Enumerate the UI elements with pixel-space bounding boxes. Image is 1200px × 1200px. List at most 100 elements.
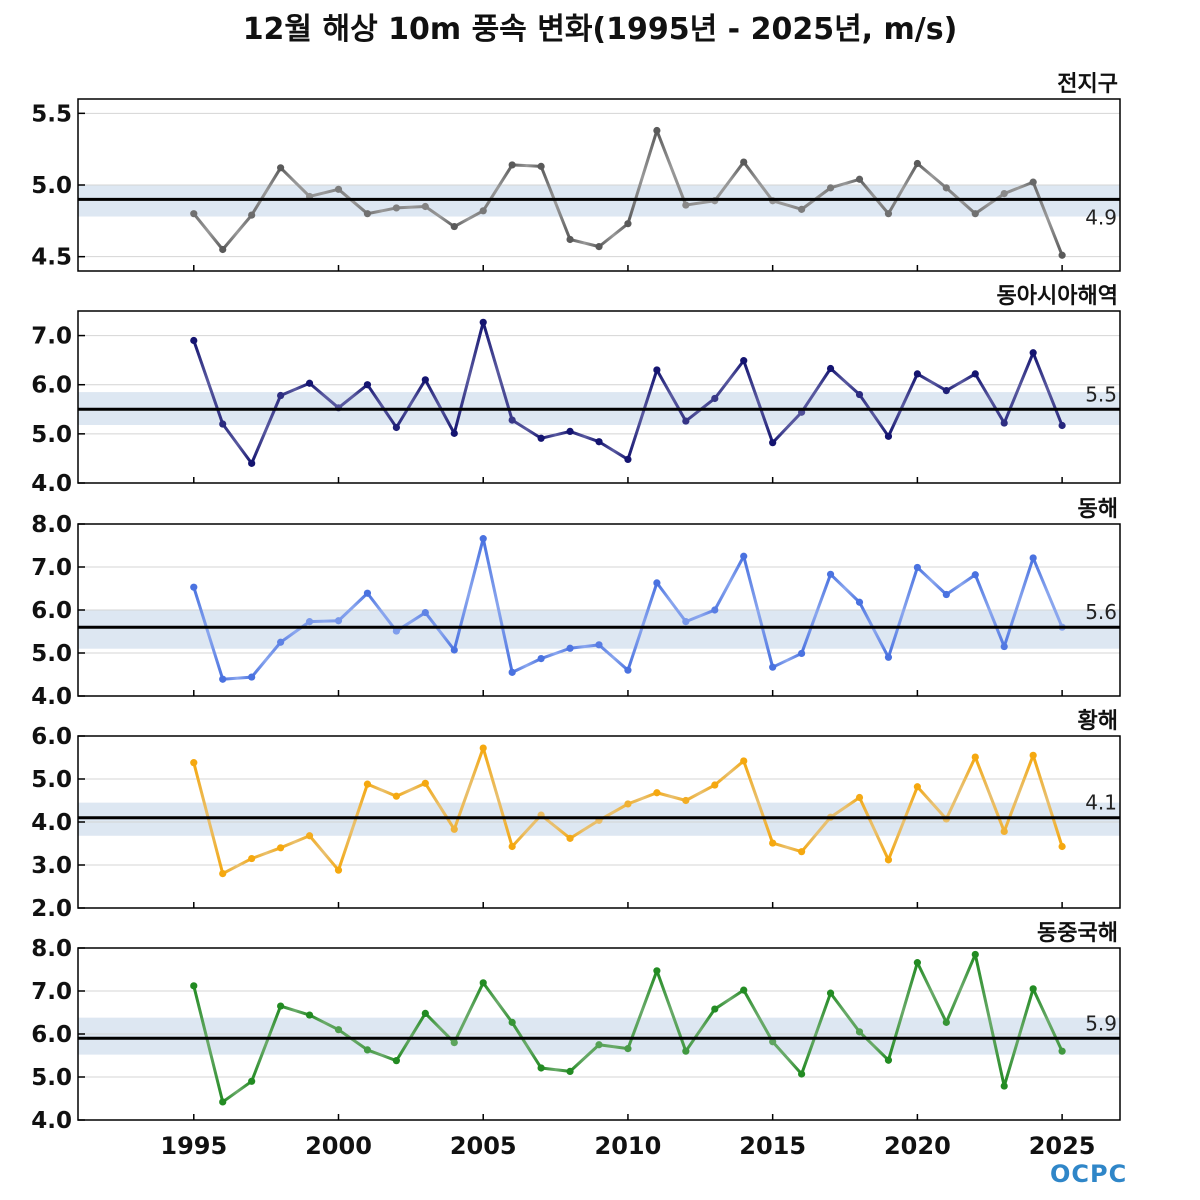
series-segment bbox=[742, 359, 775, 445]
data-point bbox=[740, 158, 748, 166]
data-point bbox=[248, 1077, 256, 1085]
series-segment bbox=[510, 1020, 543, 1070]
data-point bbox=[566, 235, 574, 244]
series-segment bbox=[221, 213, 254, 251]
series-segment bbox=[973, 573, 1006, 649]
series-segment bbox=[221, 422, 254, 465]
data-point bbox=[624, 666, 632, 674]
data-point bbox=[653, 366, 661, 374]
panel-title: 전지구 bbox=[1057, 72, 1118, 97]
data-point bbox=[1000, 190, 1008, 198]
series-segment bbox=[308, 381, 340, 410]
series-segment bbox=[915, 565, 948, 597]
data-point bbox=[1058, 421, 1066, 430]
plot-area bbox=[78, 950, 1120, 1106]
data-point bbox=[363, 210, 372, 218]
series-segment bbox=[858, 600, 890, 659]
data-point bbox=[711, 394, 719, 403]
series-segment bbox=[684, 783, 717, 802]
series-segment bbox=[279, 381, 312, 398]
y-tick-label: 8.0 bbox=[31, 512, 72, 538]
data-point bbox=[884, 210, 893, 218]
data-point bbox=[1029, 554, 1037, 562]
data-point bbox=[305, 1011, 314, 1019]
x-tick-label: 2000 bbox=[305, 1132, 372, 1160]
data-point bbox=[421, 1009, 429, 1017]
series-segment bbox=[568, 429, 601, 444]
series-segment bbox=[452, 981, 485, 1045]
series-segment bbox=[597, 1043, 630, 1051]
series-segment bbox=[771, 1040, 804, 1076]
series-segment bbox=[742, 160, 775, 203]
series-segment bbox=[365, 206, 398, 216]
data-point bbox=[971, 370, 979, 378]
series-segment bbox=[829, 366, 861, 397]
series-segment bbox=[308, 619, 340, 624]
data-point bbox=[421, 202, 429, 211]
data-point bbox=[334, 617, 343, 625]
series-segment bbox=[192, 212, 225, 251]
series-segment bbox=[452, 209, 485, 229]
data-point bbox=[248, 211, 256, 219]
plot-area bbox=[78, 535, 1120, 683]
data-point bbox=[1029, 349, 1037, 357]
series-segment bbox=[279, 1004, 312, 1017]
y-tick-label: 4.0 bbox=[31, 471, 72, 497]
data-point bbox=[971, 753, 979, 761]
data-point bbox=[219, 1098, 227, 1106]
data-point bbox=[942, 184, 950, 192]
series-segment bbox=[944, 755, 977, 821]
series-segment bbox=[365, 591, 398, 633]
series-segment bbox=[568, 237, 601, 249]
data-point bbox=[190, 982, 198, 990]
data-point bbox=[305, 832, 314, 840]
data-point bbox=[653, 789, 661, 797]
data-point bbox=[740, 357, 748, 365]
data-point bbox=[971, 950, 979, 959]
mean-label: 4.9 bbox=[1085, 205, 1117, 229]
series-segment bbox=[713, 759, 746, 787]
series-segment bbox=[597, 440, 630, 461]
y-tick-label: 4.0 bbox=[31, 1108, 72, 1134]
data-point bbox=[363, 1046, 372, 1054]
data-point bbox=[450, 825, 458, 833]
data-point bbox=[1058, 1047, 1066, 1055]
series-segment bbox=[308, 1013, 340, 1032]
series-segment bbox=[481, 163, 514, 213]
series-segment bbox=[886, 565, 919, 659]
y-tick-label: 6.0 bbox=[31, 598, 72, 624]
series-segment bbox=[858, 795, 890, 862]
data-point bbox=[798, 649, 806, 658]
data-point bbox=[653, 579, 661, 587]
data-point bbox=[392, 627, 400, 635]
y-tick-label: 5.0 bbox=[31, 767, 72, 793]
data-point bbox=[769, 663, 777, 671]
data-point bbox=[566, 427, 574, 435]
data-point bbox=[190, 336, 198, 345]
series-segment bbox=[1002, 351, 1035, 425]
mean-label: 4.1 bbox=[1085, 791, 1117, 815]
y-tick-label: 7.0 bbox=[31, 979, 72, 1005]
series-segment bbox=[337, 591, 369, 623]
series-segment bbox=[1002, 556, 1035, 649]
series-segment bbox=[452, 746, 485, 831]
series-segment bbox=[886, 162, 919, 216]
panel-4: 황해 4.1 2.0 3.0 4.0 5.0 6.0 bbox=[31, 709, 1121, 922]
panel-title: 동중국해 bbox=[1037, 921, 1118, 946]
series-segment bbox=[192, 984, 225, 1104]
data-point bbox=[392, 423, 400, 432]
series-segment bbox=[655, 791, 688, 802]
data-point bbox=[363, 381, 372, 389]
data-point bbox=[450, 646, 458, 654]
panel-2: 동아시아해역 5.5 4.0 5.0 6.0 7.0 bbox=[31, 284, 1121, 497]
series-segment bbox=[800, 366, 833, 414]
data-point bbox=[508, 1018, 516, 1026]
data-point bbox=[392, 204, 400, 212]
series-segment bbox=[597, 222, 630, 249]
data-point bbox=[740, 757, 748, 765]
data-point bbox=[479, 979, 487, 987]
data-point bbox=[450, 1039, 458, 1047]
data-point bbox=[798, 1070, 806, 1078]
series-segment bbox=[452, 537, 485, 652]
